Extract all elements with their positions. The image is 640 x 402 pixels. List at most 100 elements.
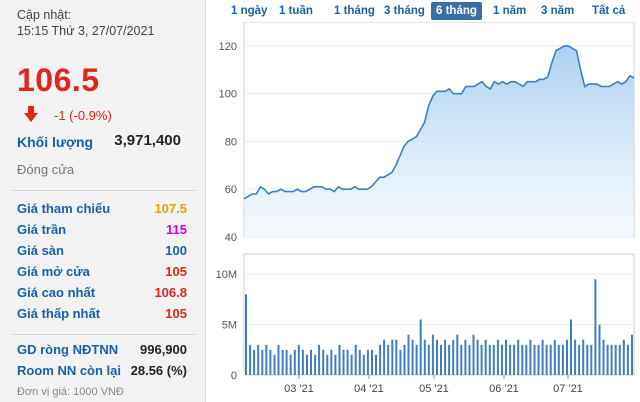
price-row-label: Giá tham chiếu	[17, 201, 111, 216]
volume-bar	[594, 279, 597, 375]
current-price: 106.5	[17, 62, 100, 98]
price-down-arrow-icon	[24, 106, 38, 122]
price-unit-note: Đơn vị giá: 1000 VNĐ	[17, 386, 124, 398]
tab-range[interactable]: 3 năm	[541, 5, 575, 17]
foreign-net-value: 996,900	[140, 342, 187, 357]
volume-bar	[249, 344, 252, 376]
price-row-label: Giá trần	[17, 222, 67, 237]
volume-bar	[436, 339, 438, 375]
price-row-value: 105	[165, 264, 187, 279]
price-row-value: 107.5	[154, 201, 187, 216]
volume-bar	[342, 349, 345, 375]
volume-bar	[383, 339, 386, 375]
volume-bar	[448, 344, 451, 376]
volume-bar	[322, 349, 325, 375]
volume-bar	[297, 344, 300, 376]
volume-bar	[318, 344, 321, 376]
x-tick-label: 03 '21	[284, 383, 314, 395]
price-line	[243, 45, 635, 200]
tab-range[interactable]: 1 năm	[493, 5, 527, 17]
tab-range[interactable]: Tất cả	[592, 5, 626, 17]
volume-bar	[598, 324, 601, 375]
volume-tick-label: 0	[231, 370, 237, 382]
volume-bar	[452, 339, 455, 375]
volume-bar	[354, 344, 357, 376]
volume-bar	[578, 344, 581, 376]
volume-bar	[614, 344, 617, 376]
volume-label: Khối lượng	[17, 134, 94, 150]
volume-tick-label: 5M	[222, 320, 237, 332]
volume-bar	[480, 344, 483, 376]
price-tick-label: 80	[225, 136, 237, 148]
volume-bar	[464, 339, 467, 375]
volume-bar	[444, 339, 447, 375]
volume-bar	[496, 339, 499, 375]
price-row-label: Giá thấp nhất	[17, 306, 101, 321]
volume-bar	[269, 349, 272, 375]
volume-bar	[513, 344, 516, 376]
volume-bar	[586, 344, 589, 376]
tab-range[interactable]: 1 tuần	[279, 5, 313, 17]
foreign-room-value: 28.56 (%)	[130, 363, 187, 378]
x-tick-label: 06 '21	[489, 383, 519, 395]
price-row-value: 106.8	[154, 285, 187, 300]
price-tick-label: 120	[219, 41, 237, 53]
volume-bar	[622, 339, 625, 375]
volume-bar	[350, 354, 353, 375]
x-tick-label: 07 '21	[553, 383, 583, 395]
price-change: -1 (-0.9%)	[54, 108, 112, 123]
volume-value: 3,971,400	[114, 132, 181, 149]
foreign-room-label: Room NN còn lại	[17, 363, 122, 378]
volume-bar	[257, 344, 260, 376]
stock-info-panel: Cập nhật: 15:15 Thứ 3, 27/07/2021 106.5 …	[0, 0, 206, 402]
x-tick-label: 05 '21	[419, 383, 449, 395]
volume-tick-label: 10M	[216, 269, 237, 281]
volume-bar	[631, 334, 633, 375]
tab-range[interactable]: 3 tháng	[384, 5, 425, 17]
stock-chart[interactable]: 40 60 80 100 120 0 5M 10M 03 '21 04 '21 05 '21 06 '…	[206, 22, 640, 402]
volume-bar	[574, 339, 577, 375]
volume-bar	[358, 349, 361, 375]
volume-bar	[314, 354, 317, 375]
x-tick-label: 04 '21	[354, 383, 384, 395]
volume-bar	[261, 349, 264, 375]
volume-bar	[375, 354, 377, 375]
price-tick-label: 60	[225, 184, 237, 196]
volume-bar	[301, 349, 304, 375]
price-row-label: Giá mở cửa	[17, 264, 90, 279]
closing-status: Đóng cửa	[17, 162, 75, 177]
tab-range[interactable]: 1 ngày	[231, 5, 268, 17]
price-row-label: Giá sàn	[17, 243, 64, 258]
volume-bar	[289, 354, 292, 375]
volume-bar	[509, 344, 512, 376]
tab-range[interactable]: 1 tháng	[334, 5, 375, 17]
volume-bar	[285, 349, 288, 375]
volume-bar	[338, 344, 341, 376]
volume-bar	[366, 349, 369, 375]
price-tick-label: 100	[219, 89, 237, 101]
volume-bar	[277, 344, 280, 376]
tab-range[interactable]: 6 tháng	[431, 2, 482, 20]
volume-bar	[626, 344, 629, 376]
volume-bar	[505, 339, 507, 375]
volume-bar	[334, 354, 337, 375]
divider	[12, 190, 196, 191]
volume-bar	[379, 344, 382, 376]
volume-bar	[618, 344, 621, 376]
time-range-tabs: 1 ngày 1 tuần 1 tháng 3 tháng 6 tháng 1 năm 3 …	[222, 2, 640, 20]
volume-bar	[533, 344, 536, 376]
price-row-value: 115	[166, 222, 187, 237]
volume-bar	[395, 339, 398, 375]
volume-bar	[293, 349, 296, 375]
volume-bar	[362, 354, 365, 375]
price-row-label: Giá cao nhất	[17, 285, 96, 300]
volume-bar	[468, 344, 471, 376]
price-row-value: 105	[165, 306, 187, 321]
volume-bar	[488, 344, 491, 376]
volume-bar	[456, 334, 459, 375]
volume-bar	[403, 344, 406, 376]
foreign-net-label: GD ròng NĐTNN	[17, 342, 119, 357]
volume-bar	[265, 344, 268, 376]
volume-bar	[537, 344, 540, 376]
volume-bar	[517, 339, 520, 375]
